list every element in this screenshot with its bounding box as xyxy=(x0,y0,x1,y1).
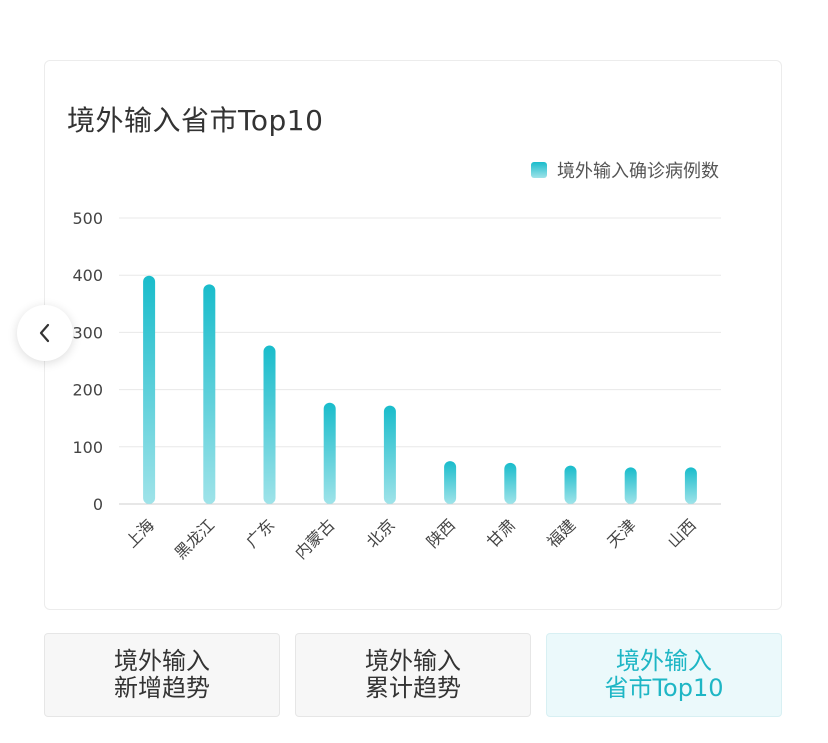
tab-label-line1: 境外输入 xyxy=(616,647,712,675)
tab-new-trend[interactable]: 境外输入 新增趋势 xyxy=(44,633,280,717)
prev-chart-button[interactable] xyxy=(17,305,73,361)
x-tick-label: 内蒙古 xyxy=(291,515,338,562)
bar[interactable] xyxy=(684,467,697,504)
tab-label-line2: 新增趋势 xyxy=(114,674,210,702)
bar[interactable] xyxy=(564,465,577,504)
x-tick-label: 天津 xyxy=(603,515,639,551)
tab-label-line2: 累计趋势 xyxy=(365,674,461,702)
x-tick-label: 黑龙江 xyxy=(171,515,218,562)
y-tick-label: 500 xyxy=(72,209,103,228)
legend-label: 境外输入确诊病例数 xyxy=(557,161,719,182)
bar[interactable] xyxy=(323,402,336,504)
bar[interactable] xyxy=(383,405,396,504)
chevron-left-icon xyxy=(39,323,50,343)
tab-label-line1: 境外输入 xyxy=(114,647,210,675)
chart-card: 境外输入省市Top10 境外输入确诊病例数 0 100 200 300 400 500 上… xyxy=(44,60,782,610)
chart-title: 境外输入省市Top10 xyxy=(67,104,324,137)
tab-label-line2: 省市Top10 xyxy=(604,674,724,702)
x-tick-label: 福建 xyxy=(543,515,579,551)
y-tick-label: 400 xyxy=(72,266,103,285)
x-tick-label: 北京 xyxy=(363,515,399,551)
bar-chart: 0 100 200 300 400 500 上海 黑龙江 广东 内蒙古 北京 陕西 甘肃 福建 天津 山西 xyxy=(72,209,721,563)
legend-swatch xyxy=(531,162,547,178)
x-tick-label: 广东 xyxy=(242,515,278,551)
x-tick-label: 上海 xyxy=(122,515,158,551)
tab-label-line1: 境外输入 xyxy=(365,647,461,675)
bar[interactable] xyxy=(624,467,637,504)
x-tick-label: 山西 xyxy=(664,515,700,551)
chart-legend[interactable]: 境外输入确诊病例数 xyxy=(531,157,719,183)
tab-province-top10[interactable]: 境外输入 省市Top10 xyxy=(546,633,782,717)
x-tick-label: 陕西 xyxy=(423,515,459,551)
bar[interactable] xyxy=(504,462,517,504)
x-tick-label: 甘肃 xyxy=(483,515,519,551)
y-tick-label: 100 xyxy=(72,438,103,457)
bar[interactable] xyxy=(203,284,216,504)
bar[interactable] xyxy=(444,461,457,504)
y-tick-label: 200 xyxy=(72,381,103,400)
y-tick-label: 300 xyxy=(72,323,103,342)
bar[interactable] xyxy=(143,275,156,504)
tab-cumulative-trend[interactable]: 境外输入 累计趋势 xyxy=(295,633,531,717)
bar[interactable] xyxy=(263,345,276,504)
y-tick-label: 0 xyxy=(93,495,103,514)
